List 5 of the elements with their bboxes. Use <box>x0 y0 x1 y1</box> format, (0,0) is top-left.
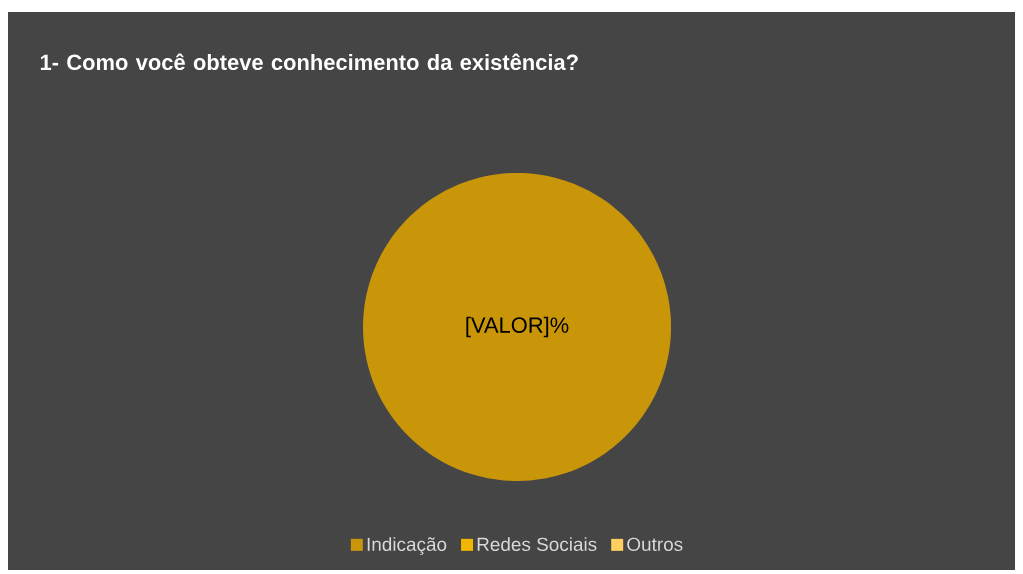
legend-label: Redes Sociais <box>477 537 597 552</box>
data-label: [VALOR]% <box>466 316 569 338</box>
legend-label: Indicação <box>367 537 447 555</box>
chart-title: 1- Como você obteve conhecimento da existência? <box>40 53 578 71</box>
legend-label: Outros <box>627 537 683 552</box>
